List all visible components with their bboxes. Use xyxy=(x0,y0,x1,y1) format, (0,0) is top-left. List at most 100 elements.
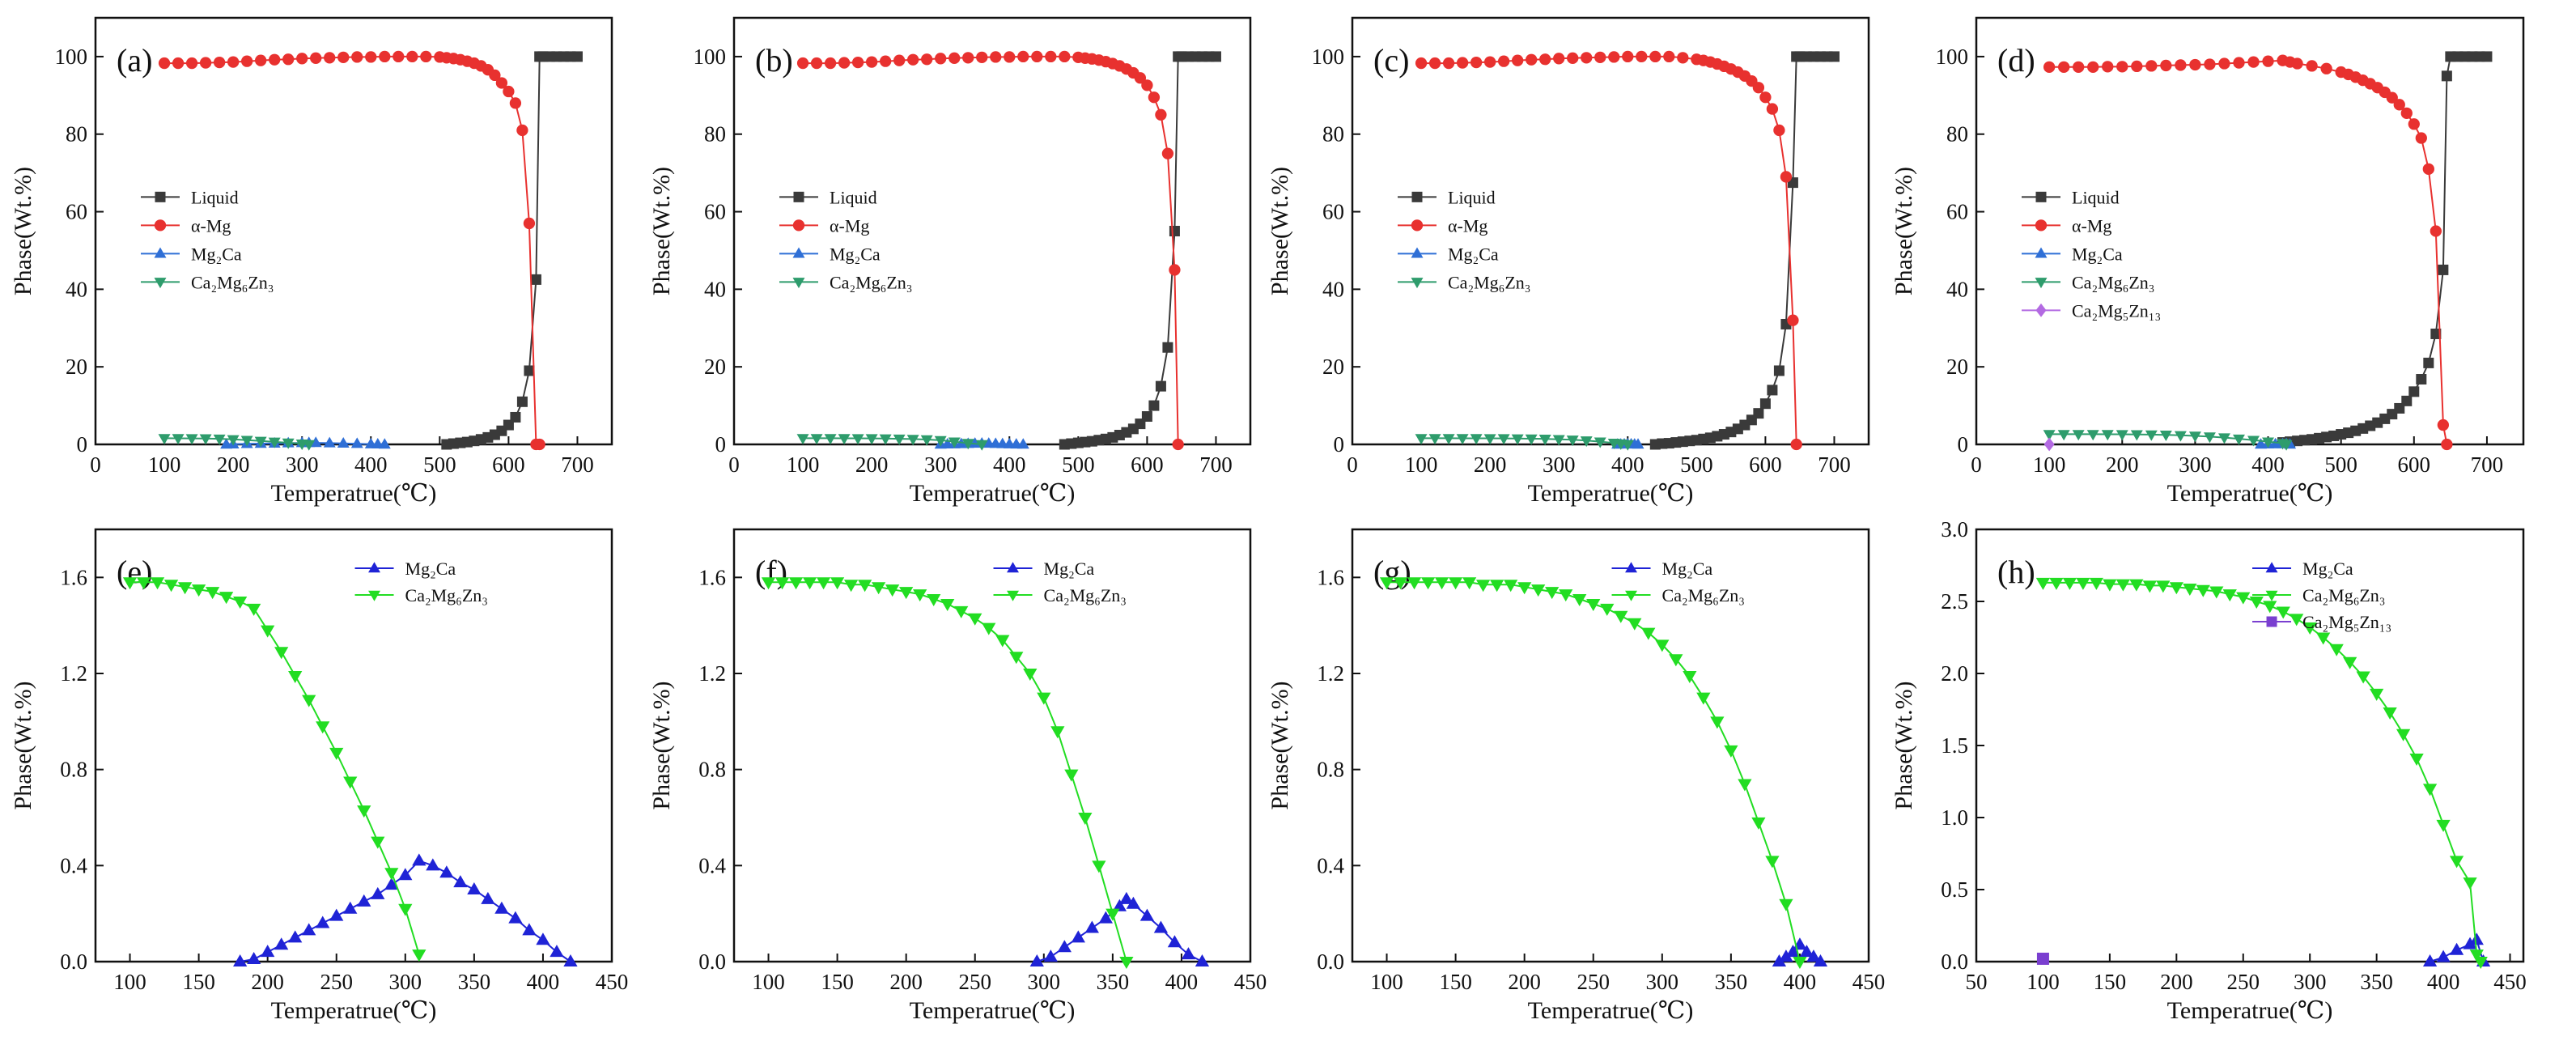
data-point xyxy=(1580,436,1593,448)
data-point xyxy=(824,57,837,70)
data-point xyxy=(1677,52,1689,64)
data-point xyxy=(1112,898,1127,911)
y-tick-label: 1.2 xyxy=(60,661,87,686)
data-point xyxy=(1462,577,1477,590)
data-point xyxy=(1059,50,1071,63)
legend-marker xyxy=(1007,562,1019,573)
series xyxy=(158,434,316,451)
data-point xyxy=(2131,60,2143,73)
data-point xyxy=(122,577,138,590)
x-tick-label: 450 xyxy=(596,970,629,994)
y-tick-label: 40 xyxy=(704,277,726,301)
data-point xyxy=(2408,118,2420,130)
data-point xyxy=(796,434,809,445)
x-tick-label: 600 xyxy=(1749,452,1782,477)
data-point xyxy=(1683,670,1697,683)
data-point xyxy=(2280,440,2293,451)
data-point xyxy=(1567,52,1579,64)
x-tick-label: 600 xyxy=(1131,452,1164,477)
data-point xyxy=(2204,58,2216,70)
data-point xyxy=(563,954,578,966)
data-point xyxy=(2422,954,2438,966)
data-point xyxy=(516,124,528,137)
data-point xyxy=(1415,57,1428,70)
y-tick-label: 0.0 xyxy=(698,949,726,974)
y-tick-label: 1.6 xyxy=(698,565,726,589)
legend-marker xyxy=(2266,616,2277,627)
data-point xyxy=(2415,132,2427,144)
chart-panel: 100 150 200 250 300 350 400 450 0.0 0.4 0.8 1.2 1.6 T… xyxy=(10,528,629,1024)
x-tick-label: 100 xyxy=(1370,970,1403,994)
legend-label: Mg₂Ca xyxy=(1448,244,1499,264)
legend-marker xyxy=(1625,590,1637,601)
chart-panel: 0 100 200 300 400 500 600 700 0 20 40 60 80 100 Temper… xyxy=(10,16,613,507)
data-point xyxy=(371,886,385,899)
data-point xyxy=(858,580,872,593)
y-tick-label: 60 xyxy=(66,200,87,224)
data-point xyxy=(365,51,377,63)
x-tick-label: 200 xyxy=(889,970,923,994)
x-tick-label: 150 xyxy=(2094,970,2127,994)
data-point xyxy=(2043,430,2056,441)
data-point xyxy=(2247,435,2260,447)
data-point xyxy=(1799,945,1814,958)
x-tick-label: 400 xyxy=(2251,452,2285,477)
data-point xyxy=(2302,622,2317,635)
data-point xyxy=(1442,57,1455,70)
x-tick-label: 350 xyxy=(1097,970,1130,994)
data-point xyxy=(1669,654,1683,667)
data-point xyxy=(2116,430,2128,441)
data-point xyxy=(1167,935,1182,948)
data-point xyxy=(1759,398,1771,410)
data-point xyxy=(1169,226,1180,236)
data-point xyxy=(2159,431,2172,442)
data-point xyxy=(205,587,220,600)
x-tick-label: 200 xyxy=(1508,970,1541,994)
y-tick-label: 0 xyxy=(715,432,727,457)
data-point xyxy=(2422,784,2438,796)
legend-marker xyxy=(368,562,380,573)
data-point xyxy=(2062,577,2077,590)
data-point xyxy=(1004,51,1016,63)
data-point xyxy=(1172,438,1184,451)
panel-label: (g) xyxy=(1373,554,1411,590)
data-point xyxy=(2156,580,2171,593)
series-line xyxy=(2282,55,2487,444)
data-point xyxy=(233,954,248,966)
x-axis-label: Temperatrue(℃) xyxy=(271,997,437,1024)
y-tick-label: 0.0 xyxy=(60,949,87,974)
data-point xyxy=(240,55,253,67)
data-point xyxy=(2249,597,2264,609)
y-tick-label: 0 xyxy=(1958,432,1969,457)
data-point xyxy=(2343,656,2357,669)
data-point xyxy=(316,915,330,928)
data-point xyxy=(426,858,440,871)
data-point xyxy=(2103,579,2117,592)
data-point xyxy=(1009,652,1024,665)
x-tick-label: 400 xyxy=(354,452,388,477)
data-point xyxy=(1428,434,1441,445)
data-point xyxy=(830,577,845,590)
y-tick-label: 100 xyxy=(55,45,88,69)
data-point xyxy=(550,945,564,958)
data-point xyxy=(2291,57,2303,70)
x-tick-label: 350 xyxy=(458,970,491,994)
data-point xyxy=(2393,99,2405,111)
data-point xyxy=(1828,51,1840,62)
data-point xyxy=(185,57,198,70)
y-tick-label: 1.0 xyxy=(1941,805,1968,830)
data-point xyxy=(533,438,545,451)
data-point xyxy=(2422,163,2434,175)
legend-label: Ca₂Mg₆Zn₃ xyxy=(2302,585,2385,605)
data-point xyxy=(1752,82,1765,94)
data-point xyxy=(2087,61,2099,73)
legend-marker xyxy=(2035,278,2048,289)
chart-panel: 0 100 200 300 400 500 600 700 0 20 40 60 80 100 Temper… xyxy=(1267,16,1870,507)
data-point xyxy=(2057,430,2070,441)
data-point xyxy=(893,434,906,445)
y-axis-label: Phase(Wt.%) xyxy=(1891,681,1917,809)
data-point xyxy=(788,577,804,590)
data-point xyxy=(1622,50,1634,63)
data-point xyxy=(406,50,418,63)
data-point xyxy=(1448,577,1463,590)
